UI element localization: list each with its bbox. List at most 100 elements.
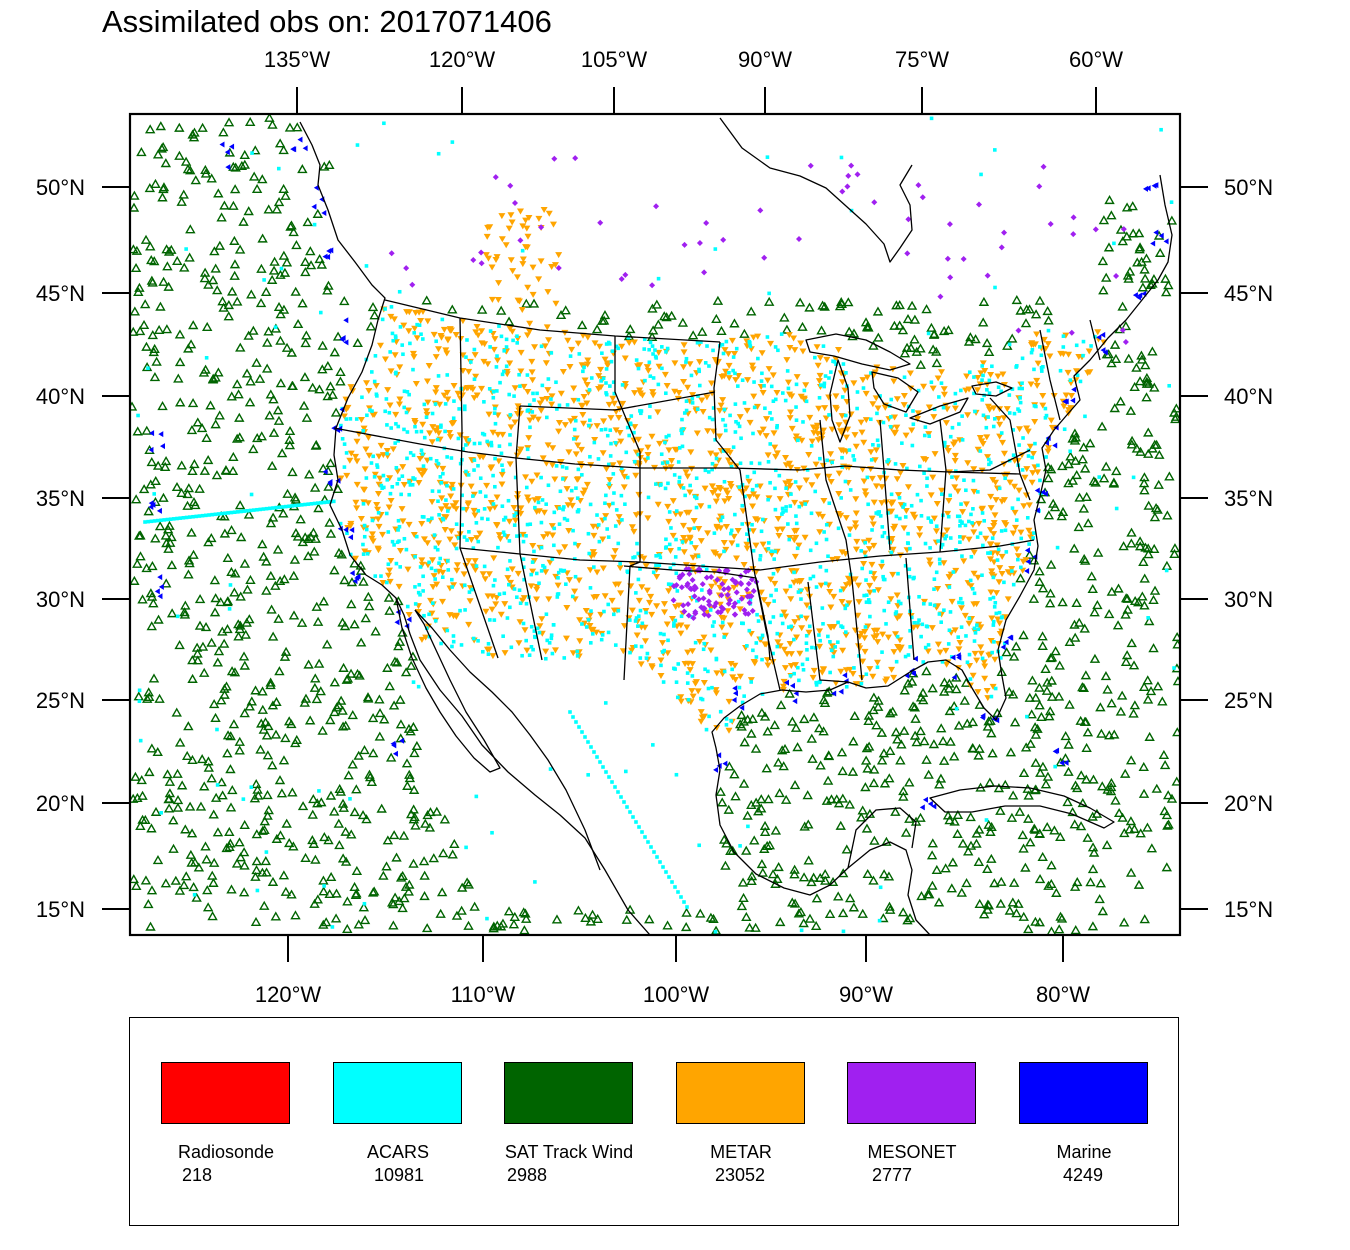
marine-marker: [783, 679, 789, 686]
acars-marker: [673, 555, 678, 559]
acars-marker: [489, 443, 494, 448]
marine-marker: [355, 573, 361, 580]
metar-marker: [714, 493, 722, 500]
sat-track-wind-marker: [1007, 689, 1019, 699]
metar-marker: [630, 528, 638, 535]
acars-marker: [537, 581, 541, 586]
sat-track-wind-marker: [1025, 837, 1036, 847]
acars-marker: [537, 630, 542, 635]
mesonet-marker: [1119, 327, 1126, 334]
acars-marker: [882, 577, 887, 582]
sat-track-wind-marker: [741, 845, 752, 855]
acars-marker: [682, 900, 686, 904]
metar-marker: [787, 596, 795, 603]
acars-marker: [675, 589, 680, 593]
metar-marker: [395, 583, 403, 590]
metar-marker: [465, 368, 473, 375]
acars-marker: [625, 805, 629, 809]
sat-track-wind-marker: [187, 673, 198, 683]
acars-marker: [999, 656, 1003, 660]
metar-marker: [720, 373, 728, 380]
metar-marker: [506, 461, 514, 468]
sat-track-wind-marker: [1075, 821, 1087, 831]
metar-marker: [426, 430, 434, 437]
sat-track-wind-marker: [814, 872, 826, 882]
acars-marker: [390, 331, 395, 336]
acars-marker: [840, 395, 845, 399]
metar-marker: [816, 355, 824, 362]
sat-track-wind-marker: [1125, 755, 1137, 765]
metar-marker: [571, 588, 579, 595]
metar-marker: [450, 383, 458, 390]
sat-track-wind-marker: [1161, 809, 1173, 820]
metar-marker: [1028, 340, 1036, 347]
sat-track-wind-marker: [1005, 747, 1017, 757]
acars-marker: [526, 456, 531, 460]
sat-track-wind-marker: [879, 778, 891, 788]
sat-track-wind-marker: [238, 847, 250, 857]
acars-marker: [651, 743, 655, 747]
sat-track-wind-marker: [943, 325, 954, 335]
acars-marker: [317, 789, 321, 793]
sat-track-wind-marker: [757, 867, 769, 877]
sat-track-wind-marker: [911, 737, 922, 747]
acars-marker: [654, 482, 658, 486]
metar-marker: [1027, 534, 1035, 541]
sat-track-wind-marker: [211, 470, 223, 480]
sat-track-wind-marker: [1129, 823, 1140, 833]
sat-track-wind-marker: [1139, 914, 1150, 924]
metar-marker: [914, 410, 922, 417]
sat-track-wind-marker: [727, 845, 738, 855]
acars-marker: [665, 346, 670, 351]
metar-marker: [579, 332, 587, 339]
metar-marker: [970, 466, 978, 473]
metar-marker: [890, 378, 898, 385]
metar-marker: [987, 638, 995, 645]
acars-marker: [191, 514, 195, 519]
acars-marker: [780, 621, 785, 626]
metar-marker: [803, 602, 811, 609]
sat-track-wind-marker: [1007, 897, 1019, 907]
acars-marker: [628, 810, 632, 814]
acars-marker: [619, 795, 623, 799]
acars-marker: [807, 624, 812, 629]
acars-marker: [684, 399, 689, 403]
metar-marker: [353, 458, 361, 465]
acars-marker: [625, 475, 630, 480]
sat-track-wind-marker: [316, 797, 327, 807]
acars-marker: [497, 324, 501, 328]
metar-marker: [548, 264, 556, 271]
metar-marker: [655, 349, 663, 356]
acars-marker: [606, 340, 611, 345]
acars-marker: [175, 516, 179, 521]
sat-track-wind-marker: [134, 326, 146, 336]
acars-marker: [535, 626, 540, 631]
sat-track-wind-marker: [597, 315, 608, 325]
sat-track-wind-marker: [894, 300, 905, 310]
metar-marker: [762, 416, 770, 423]
marine-marker: [148, 446, 154, 453]
metar-marker: [353, 481, 361, 488]
metar-marker: [979, 440, 987, 447]
mesonet-marker: [517, 237, 524, 244]
sat-track-wind-marker: [924, 889, 935, 899]
acars-marker: [1081, 339, 1086, 344]
acars-marker: [738, 461, 743, 466]
metar-marker: [764, 452, 772, 459]
acars-marker: [654, 554, 658, 558]
marine-marker: [321, 209, 327, 216]
acars-marker: [382, 485, 386, 490]
metar-marker: [999, 439, 1007, 446]
acars-marker: [762, 383, 766, 388]
acars-marker: [604, 367, 609, 371]
acars-marker: [754, 641, 759, 645]
sat-track-wind-marker: [492, 920, 503, 930]
sat-track-wind-marker: [171, 481, 183, 492]
acars-marker: [362, 534, 367, 539]
metar-marker: [961, 612, 969, 619]
sat-track-wind-marker: [347, 710, 358, 720]
metar-marker: [891, 523, 899, 530]
metar-marker: [891, 414, 899, 421]
metar-marker: [1017, 529, 1025, 536]
sat-track-wind-marker: [188, 320, 199, 330]
